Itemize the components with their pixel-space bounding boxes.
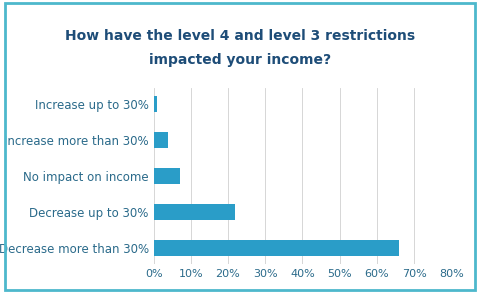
Bar [154,132,168,148]
Bar [154,240,399,256]
Text: impacted your income?: impacted your income? [149,53,331,67]
Bar [154,168,180,184]
Text: How have the level 4 and level 3 restrictions: How have the level 4 and level 3 restric… [65,29,415,43]
Bar [154,204,235,220]
Bar [154,96,157,112]
